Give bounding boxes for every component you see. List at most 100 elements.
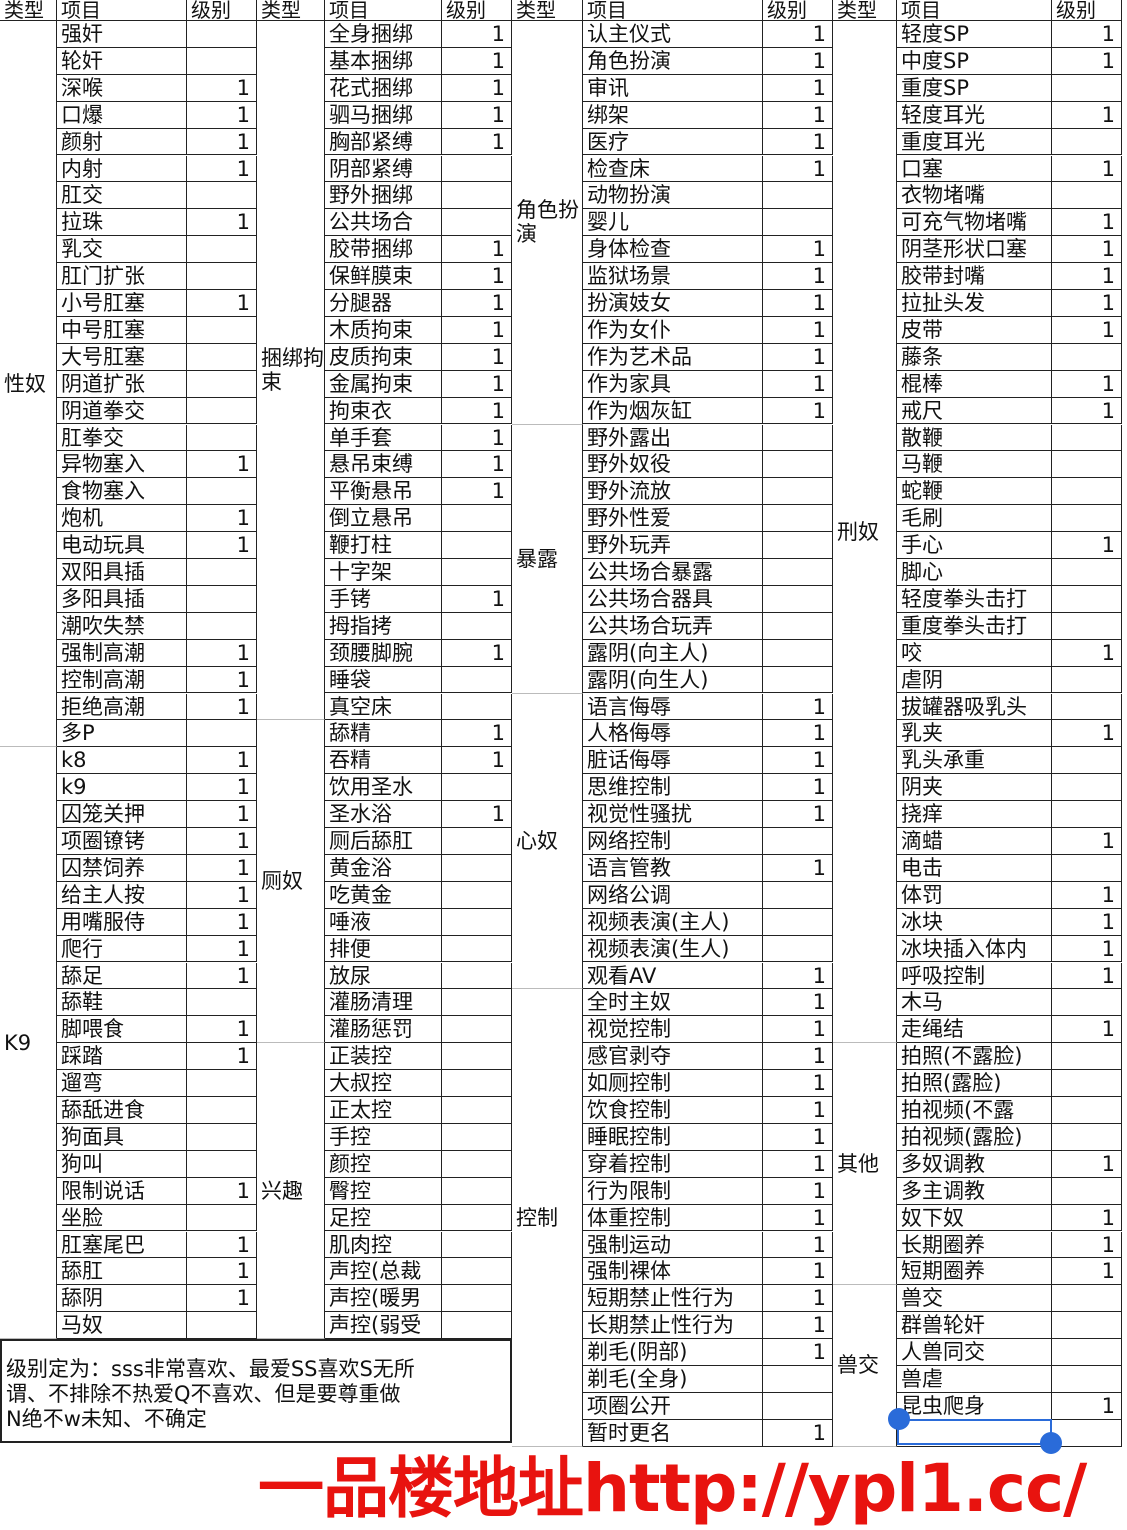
level-cell[interactable]: 1 <box>763 774 833 802</box>
item-cell[interactable]: 马鞭 <box>897 451 1052 479</box>
level-cell[interactable]: 1 <box>1052 1150 1122 1178</box>
level-cell[interactable]: 1 <box>1052 935 1122 963</box>
item-cell[interactable]: 花式捆绑 <box>325 74 442 102</box>
item-cell[interactable]: 脚心 <box>897 559 1052 586</box>
item-cell[interactable]: 电击 <box>897 854 1052 882</box>
level-cell[interactable] <box>763 478 833 506</box>
item-cell[interactable]: 分腿器 <box>325 290 442 317</box>
item-cell[interactable]: 身体检查 <box>583 236 763 264</box>
item-cell[interactable]: 视觉性骚扰 <box>583 801 763 828</box>
level-cell[interactable]: 1 <box>1052 1016 1122 1044</box>
level-cell[interactable] <box>1052 612 1122 640</box>
item-cell[interactable]: 网络控制 <box>583 828 763 855</box>
item-cell[interactable]: 手心 <box>897 532 1052 559</box>
item-cell[interactable]: 肌肉控 <box>325 1231 442 1259</box>
level-cell[interactable] <box>187 263 257 290</box>
level-cell[interactable]: 1 <box>763 1312 833 1340</box>
level-cell[interactable]: 1 <box>187 774 257 802</box>
level-cell[interactable] <box>187 1097 257 1124</box>
item-cell[interactable]: 圣水浴 <box>325 801 442 828</box>
item-cell[interactable]: 人兽同交 <box>897 1339 1052 1366</box>
level-cell[interactable]: 1 <box>763 854 833 882</box>
level-cell[interactable]: 1 <box>763 155 833 183</box>
item-cell[interactable]: 兽交 <box>897 1285 1052 1313</box>
level-cell[interactable] <box>763 828 833 855</box>
level-cell[interactable]: 1 <box>187 505 257 533</box>
level-cell[interactable]: 1 <box>1052 1231 1122 1259</box>
level-cell[interactable]: 1 <box>187 693 257 721</box>
level-cell[interactable]: 1 <box>1052 828 1122 855</box>
level-cell[interactable] <box>442 559 512 586</box>
item-cell[interactable]: 如厕控制 <box>583 1070 763 1097</box>
item-cell[interactable]: 乳交 <box>57 236 187 264</box>
level-cell[interactable] <box>1052 801 1122 828</box>
item-cell[interactable]: 真空床 <box>325 693 442 721</box>
level-cell[interactable]: 1 <box>442 263 512 290</box>
item-cell[interactable]: 穿着控制 <box>583 1150 763 1178</box>
level-cell[interactable]: 1 <box>187 908 257 936</box>
item-cell[interactable]: 露阴(向主人) <box>583 639 763 667</box>
level-cell[interactable] <box>1052 1366 1122 1393</box>
item-cell[interactable]: 重度耳光 <box>897 128 1052 156</box>
item-cell[interactable]: 阴茎形状口塞 <box>897 236 1052 264</box>
item-cell[interactable]: 狗面具 <box>57 1123 187 1151</box>
level-cell[interactable] <box>187 424 257 452</box>
level-cell[interactable] <box>187 1150 257 1178</box>
item-cell[interactable]: 全时主奴 <box>583 989 763 1017</box>
level-cell[interactable] <box>1052 559 1122 586</box>
level-cell[interactable]: 1 <box>187 451 257 479</box>
type-cell[interactable]: 性奴 <box>0 21 57 748</box>
item-cell[interactable]: 野外奴役 <box>583 451 763 479</box>
level-cell[interactable] <box>442 693 512 721</box>
item-cell[interactable]: 长期禁止性行为 <box>583 1312 763 1340</box>
level-cell[interactable] <box>442 1070 512 1097</box>
level-cell[interactable] <box>442 1312 512 1340</box>
item-cell[interactable]: 短期禁止性行为 <box>583 1285 763 1313</box>
item-cell[interactable]: 短期圈养 <box>897 1258 1052 1286</box>
level-cell[interactable] <box>442 209 512 237</box>
item-cell[interactable]: 角色扮演 <box>583 47 763 75</box>
level-cell[interactable] <box>1052 343 1122 371</box>
level-cell[interactable] <box>1052 1123 1122 1151</box>
item-cell[interactable]: 人格侮辱 <box>583 720 763 748</box>
item-cell[interactable]: 拉珠 <box>57 209 187 237</box>
level-cell[interactable]: 1 <box>1052 209 1122 237</box>
level-cell[interactable] <box>187 585 257 613</box>
item-cell[interactable]: 阴部紧缚 <box>325 155 442 183</box>
level-cell[interactable]: 1 <box>442 720 512 748</box>
level-cell[interactable] <box>442 1177 512 1205</box>
level-cell[interactable]: 1 <box>763 1339 833 1366</box>
level-cell[interactable] <box>1052 505 1122 533</box>
item-cell[interactable]: 放尿 <box>325 962 442 990</box>
level-cell[interactable]: 1 <box>1052 639 1122 667</box>
item-cell[interactable]: 婴儿 <box>583 209 763 237</box>
level-cell[interactable] <box>442 935 512 963</box>
item-cell[interactable]: 胶带封嘴 <box>897 263 1052 290</box>
level-cell[interactable]: 1 <box>442 478 512 506</box>
level-cell[interactable]: 1 <box>187 828 257 855</box>
level-cell[interactable] <box>1052 747 1122 775</box>
level-cell[interactable] <box>442 1285 512 1313</box>
level-cell[interactable] <box>442 612 512 640</box>
item-cell[interactable]: 思维控制 <box>583 774 763 802</box>
level-cell[interactable] <box>1052 1312 1122 1340</box>
type-cell[interactable]: 暴露 <box>512 424 583 694</box>
level-cell[interactable] <box>1052 128 1122 156</box>
item-cell[interactable]: 强制高潮 <box>57 639 187 667</box>
level-cell[interactable]: 1 <box>442 47 512 75</box>
level-cell[interactable]: 1 <box>763 962 833 990</box>
level-cell[interactable]: 1 <box>187 1258 257 1286</box>
item-cell[interactable]: 食物塞入 <box>57 478 187 506</box>
item-cell[interactable]: 网络公调 <box>583 881 763 909</box>
item-cell[interactable]: 野外流放 <box>583 478 763 506</box>
level-cell[interactable] <box>187 370 257 398</box>
level-cell[interactable] <box>763 182 833 210</box>
item-cell[interactable]: 鞭打柱 <box>325 532 442 559</box>
level-cell[interactable] <box>442 828 512 855</box>
level-cell[interactable]: 1 <box>1052 101 1122 129</box>
level-cell[interactable] <box>187 989 257 1017</box>
item-cell[interactable]: 吞精 <box>325 747 442 775</box>
item-cell[interactable]: 野外玩弄 <box>583 532 763 559</box>
item-cell[interactable]: 灌肠惩罚 <box>325 1016 442 1044</box>
level-cell[interactable]: 1 <box>187 101 257 129</box>
